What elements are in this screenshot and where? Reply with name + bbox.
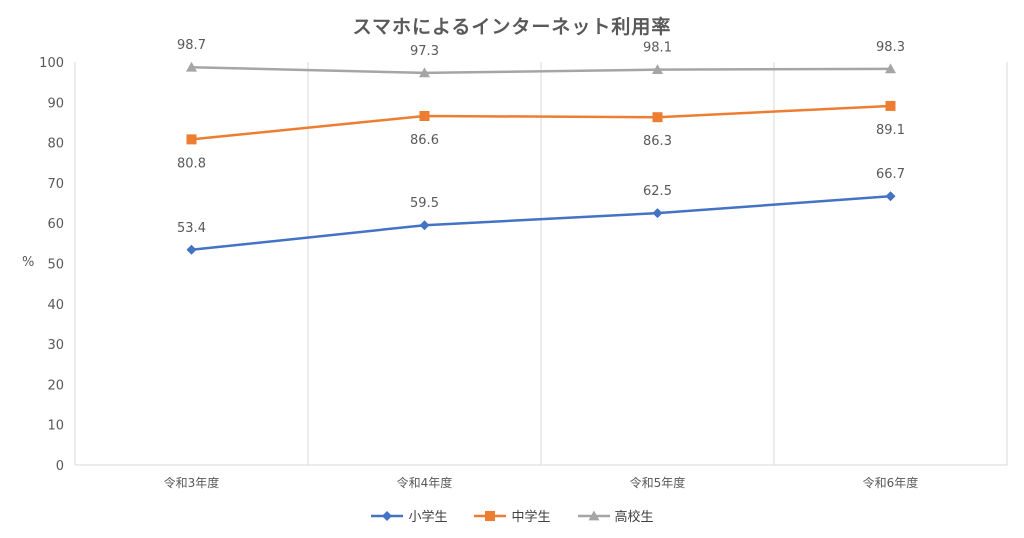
data-label: 80.8 [177, 156, 206, 171]
data-point-marker [885, 63, 896, 74]
data-point-marker [186, 244, 197, 255]
data-label: 59.5 [410, 196, 439, 211]
data-point-marker [485, 510, 496, 521]
y-tick-label: 20 [47, 378, 64, 393]
data-point-marker [419, 111, 430, 122]
legend-item: 小学生 [370, 506, 447, 525]
y-tick-label: 100 [39, 56, 64, 71]
data-label: 86.6 [410, 133, 439, 148]
legend-swatch [474, 510, 507, 521]
data-label: 66.7 [876, 167, 905, 182]
data-point-marker [588, 510, 599, 520]
series-line [191, 194, 891, 252]
y-tick-label: 50 [47, 258, 64, 273]
legend-item: 高校生 [577, 506, 654, 525]
y-tick-label: 80 [47, 137, 64, 152]
x-tick-label: 令和4年度 [397, 475, 453, 490]
y-tick-label: 0 [56, 459, 64, 474]
data-label: 86.3 [643, 134, 672, 149]
y-tick-label: 90 [47, 96, 64, 111]
legend-label: 高校生 [614, 510, 654, 525]
x-tick-label: 令和5年度 [630, 475, 686, 490]
legend: 小学生 中学生 高校生 [0, 506, 1024, 525]
data-point-marker [652, 64, 663, 75]
data-label: 53.4 [177, 221, 206, 236]
data-label: 98.3 [876, 40, 905, 55]
chart-title: スマホによるインターネット利用率 [352, 16, 672, 38]
series-line [191, 65, 891, 75]
data-label: 97.3 [410, 44, 439, 59]
data-point-marker [885, 100, 896, 111]
legend-label: 小学生 [408, 510, 448, 525]
series-line [191, 104, 891, 141]
y-tick-label: 70 [47, 177, 64, 192]
data-point-marker [186, 61, 197, 72]
legend-item: 中学生 [473, 506, 551, 525]
label-layer: 53.4 59.5 62.5 66.7 80.8 86.6 86.3 89.1 98.7 97.3… [177, 38, 905, 236]
legend-swatch [371, 510, 404, 521]
series-layer [186, 61, 896, 255]
data-point-marker [419, 220, 430, 231]
data-label: 89.1 [876, 123, 905, 138]
data-point-marker [652, 208, 663, 219]
data-point-marker [419, 67, 430, 78]
data-point-marker [885, 191, 896, 202]
data-label: 98.1 [643, 41, 672, 56]
y-tick-label: 60 [47, 217, 64, 232]
y-tick-label: 30 [47, 338, 64, 353]
x-tick-label: 令和6年度 [863, 475, 919, 490]
data-point-marker [186, 134, 197, 145]
x-tick-label: 令和3年度 [164, 475, 220, 490]
legend-label: 中学生 [511, 510, 551, 525]
legend-swatch [577, 510, 610, 520]
data-point-marker [652, 112, 663, 123]
data-label: 62.5 [643, 184, 672, 199]
grid-layer [74, 62, 1008, 465]
data-label: 98.7 [177, 38, 206, 53]
data-point-marker [382, 510, 393, 521]
axis-layer: 0 10 20 30 40 50 60 70 80 90 100 令和3年度 令和4年度 令和5年度 令和6… [39, 56, 1007, 490]
y-axis-label: % [22, 255, 35, 270]
y-tick-label: 40 [47, 298, 64, 313]
y-tick-label: 10 [47, 419, 64, 434]
